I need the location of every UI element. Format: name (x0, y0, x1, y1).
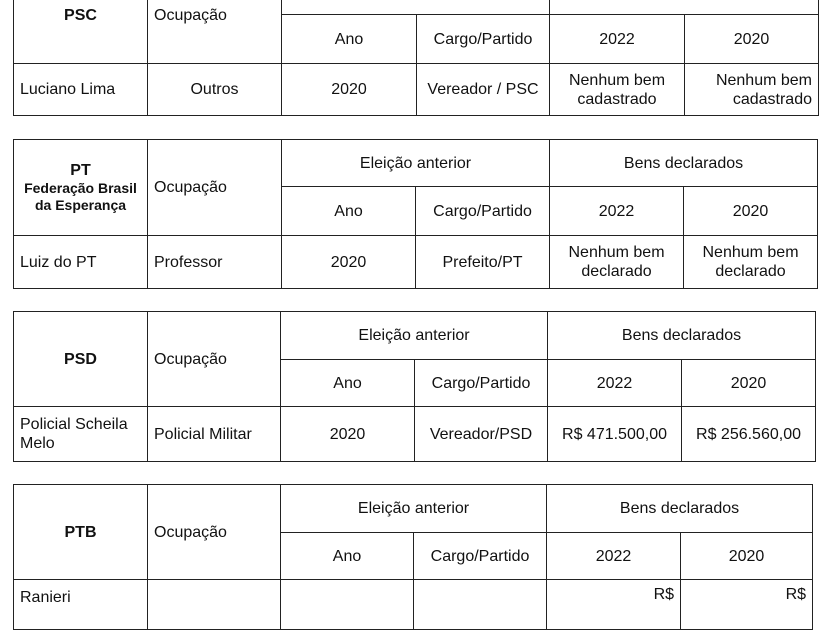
assets-2022: R$ (546, 579, 682, 630)
candidate-occupation: Professor (147, 235, 282, 289)
assets-2020: Nenhum bem declarado (683, 235, 819, 289)
table-row: Luciano Lima Outros 2020 Vereador / PSC … (13, 63, 819, 116)
office-party-header: Cargo/Partido (413, 359, 549, 407)
table-row: Policial Scheila Melo Policial Militar 2… (13, 406, 817, 462)
declared-assets-header: Bens declarados (549, 139, 819, 187)
assets-2020: R$ (680, 579, 814, 630)
year-header: Ano (281, 14, 417, 64)
party-name: PSD (13, 311, 148, 407)
table-row: Ranieri R$ R$ (13, 579, 814, 630)
candidate-occupation (147, 579, 281, 630)
party-name: PSC (13, 0, 148, 64)
year-header: Ano (281, 186, 416, 236)
candidate-table-psc: PSC Ocupação Ano Cargo/Partido 2022 2020… (13, 0, 819, 116)
assets-2022-header: 2022 (549, 14, 685, 64)
occupation-header: Ocupação (147, 139, 282, 236)
assets-2022-header: 2022 (547, 359, 683, 407)
assets-2020-header: 2020 (681, 359, 817, 407)
assets-2022-header: 2022 (546, 532, 682, 580)
candidate-name: Policial Scheila Melo (13, 406, 148, 462)
previous-election-header: Eleição anterior (279, 311, 549, 360)
candidate-occupation: Policial Militar (147, 406, 281, 462)
party-name: PTB (13, 484, 148, 580)
candidate-table-pt: PT Federação Brasil da Esperança Ocupaçã… (13, 139, 819, 289)
office-party-header: Cargo/Partido (416, 14, 550, 64)
assets-2022: R$ 471.500,00 (547, 406, 683, 462)
previous-election-header (281, 0, 550, 15)
declared-assets-header (549, 0, 819, 15)
year-header: Ano (280, 359, 415, 407)
assets-2020-header: 2020 (680, 532, 814, 580)
candidate-table-ptb: PTB Ocupação Eleição anterior Bens decla… (13, 484, 814, 630)
occupation-header: Ocupação (147, 484, 281, 580)
occupation-header: Ocupação (147, 0, 282, 64)
previous-election-header: Eleição anterior (280, 139, 551, 187)
assets-2020: Nenhum bem cadastrado (684, 63, 819, 116)
previous-office: Prefeito/PT (414, 235, 551, 289)
previous-year (280, 579, 414, 630)
previous-year: 2020 (280, 406, 415, 462)
assets-2020-header: 2020 (683, 186, 819, 236)
year-header: Ano (280, 532, 414, 580)
previous-office: Vereador/PSD (413, 406, 549, 462)
previous-office: Vereador / PSC (416, 63, 550, 116)
candidate-occupation: Outros (147, 63, 282, 116)
assets-2020-header: 2020 (684, 14, 819, 64)
candidate-name: Luiz do PT (13, 235, 148, 289)
previous-year: 2020 (281, 63, 417, 116)
party-name: PT (70, 162, 91, 179)
occupation-header: Ocupação (147, 311, 281, 407)
candidate-name: Ranieri (13, 579, 148, 630)
party-cell: PT Federação Brasil da Esperança (13, 139, 148, 236)
table-row: Luiz do PT Professor 2020 Prefeito/PT Ne… (13, 235, 819, 289)
assets-2022: Nenhum bem cadastrado (549, 63, 685, 116)
previous-election-header: Eleição anterior (279, 484, 548, 533)
declared-assets-header: Bens declarados (546, 484, 814, 533)
declared-assets-header: Bens declarados (547, 311, 817, 360)
previous-office (412, 579, 548, 630)
office-party-header: Cargo/Partido (414, 186, 551, 236)
candidate-name: Luciano Lima (13, 63, 148, 116)
office-party-header: Cargo/Partido (412, 532, 548, 580)
assets-2020: R$ 256.560,00 (681, 406, 817, 462)
assets-2022-header: 2022 (549, 186, 685, 236)
assets-2022: Nenhum bem declarado (549, 235, 685, 289)
previous-year: 2020 (281, 235, 416, 289)
candidate-table-psd: PSD Ocupação Eleição anterior Bens decla… (13, 311, 817, 462)
party-federation: Federação Brasil da Esperança (24, 180, 137, 213)
